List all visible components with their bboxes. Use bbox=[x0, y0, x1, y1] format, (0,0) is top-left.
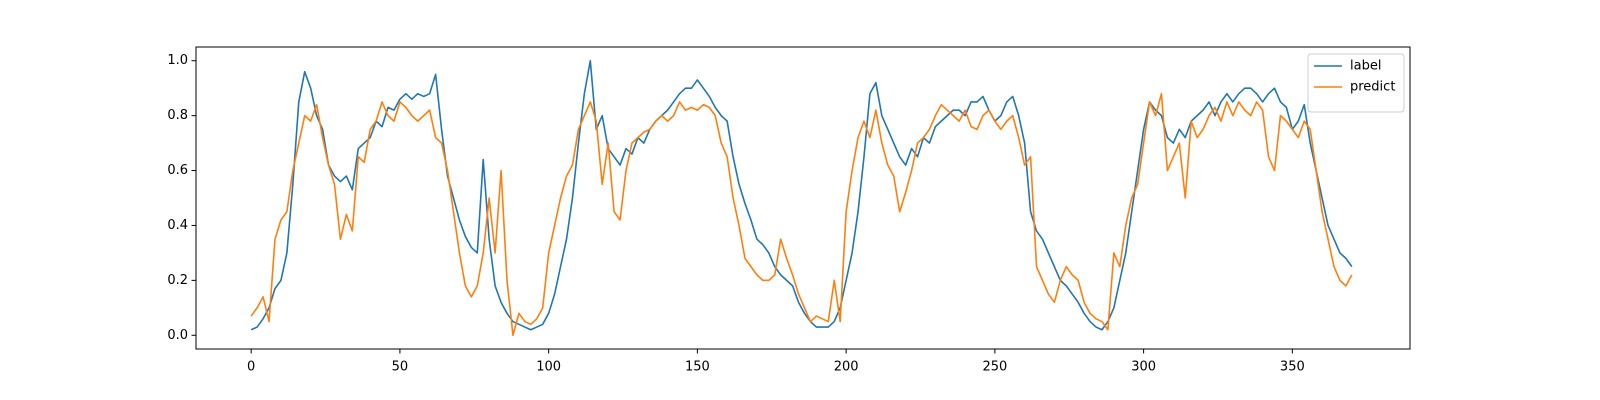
y-tick-label: 1.0 bbox=[167, 53, 188, 68]
y-tick-label: 0.4 bbox=[167, 218, 188, 233]
x-tick-label: 50 bbox=[392, 360, 409, 375]
y-tick-label: 0.6 bbox=[167, 163, 188, 178]
x-tick-label: 0 bbox=[247, 360, 255, 375]
y-tick-label: 0.8 bbox=[167, 108, 188, 123]
legend-label: predict bbox=[1350, 80, 1395, 95]
y-tick-label: 0.2 bbox=[167, 273, 188, 288]
x-tick-label: 350 bbox=[1280, 360, 1305, 375]
legend-label: label bbox=[1350, 59, 1381, 74]
x-tick-label: 150 bbox=[685, 360, 710, 375]
x-tick-label: 250 bbox=[982, 360, 1007, 375]
x-tick-label: 100 bbox=[536, 360, 561, 375]
x-tick-label: 200 bbox=[834, 360, 859, 375]
x-tick-label: 300 bbox=[1131, 360, 1156, 375]
legend-box bbox=[1307, 53, 1405, 113]
series-line bbox=[250, 92, 1353, 337]
axes-frame bbox=[195, 46, 1411, 350]
y-tick-label: 0.0 bbox=[167, 328, 188, 343]
series-line bbox=[250, 59, 1353, 331]
